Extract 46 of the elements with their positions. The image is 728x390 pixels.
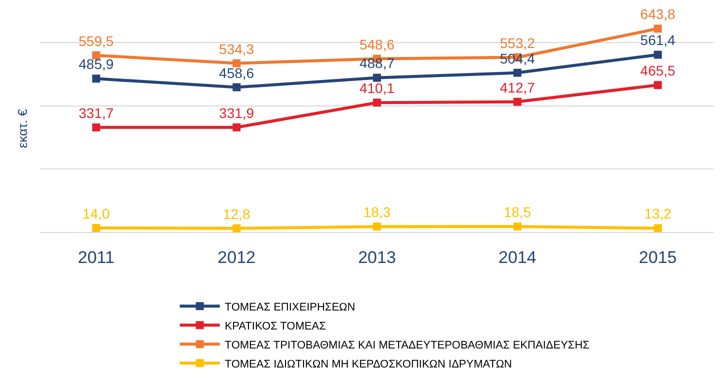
x-tick-label: 2012 bbox=[218, 248, 256, 267]
data-label: 458,6 bbox=[219, 64, 254, 81]
data-label: 561,4 bbox=[640, 32, 676, 48]
legend-label: ΚΡΑΤΙΚΟΣ ΤΟΜΕΑΣ bbox=[224, 320, 326, 332]
data-label: 412,7 bbox=[500, 79, 536, 96]
data-label: 410,1 bbox=[359, 80, 395, 96]
data-label: 534,3 bbox=[219, 40, 254, 57]
data-label: 548,6 bbox=[359, 36, 395, 52]
point bbox=[513, 98, 522, 106]
point bbox=[654, 81, 662, 90]
x-tick-label: 2014 bbox=[498, 248, 536, 267]
point bbox=[513, 222, 522, 231]
point bbox=[513, 68, 522, 77]
x-tick-label: 2015 bbox=[638, 248, 677, 267]
data-label: 559,5 bbox=[78, 32, 114, 49]
data-label: 553,2 bbox=[500, 34, 536, 51]
point bbox=[92, 123, 100, 132]
point bbox=[373, 222, 381, 231]
legend-label: ΤΟΜΕΑΣ ΤΡΙΤΟΒΑΘΜΙΑΣ ΚΑΙ ΜΕΤΑΔΕΥΤΕΡΟΒΑΘΜΙΑΣ ΕΚΠΑΙΔΕΥΣΗΣ bbox=[224, 339, 590, 352]
point bbox=[232, 224, 241, 232]
point bbox=[654, 50, 662, 59]
point bbox=[373, 74, 381, 82]
x-tick-label: 2013 bbox=[358, 248, 396, 267]
data-label: 18,3 bbox=[363, 204, 391, 220]
data-label: 18,5 bbox=[504, 204, 532, 220]
data-label: 14,0 bbox=[82, 205, 110, 222]
legend-label: ΤΟΜΕΑΣ ΙΔΙΩΤΙΚΩΝ ΜΗ ΚΕΡΔΟΣΚΟΠΙΚΩΝ ΙΔΡΥΜΑΤΩΝ bbox=[224, 358, 512, 370]
data-label: 331,7 bbox=[78, 104, 114, 121]
point bbox=[232, 123, 241, 132]
data-label: 465,5 bbox=[640, 62, 676, 79]
data-label: 13,2 bbox=[644, 206, 672, 222]
legend-label: ΤΟΜΕΑΣ ΕΠΙΧΕΙΡΗΣΕΩΝ bbox=[224, 301, 356, 314]
x-tick-label: 2011 bbox=[78, 248, 114, 267]
point bbox=[232, 59, 241, 68]
point bbox=[92, 224, 100, 232]
y-axis-title: εκατ. € bbox=[14, 108, 30, 148]
data-label: 12,8 bbox=[222, 206, 250, 222]
point bbox=[654, 24, 662, 33]
data-label: 331,9 bbox=[219, 104, 254, 121]
point bbox=[92, 51, 100, 60]
point bbox=[92, 74, 100, 83]
data-label: 485,9 bbox=[78, 56, 114, 72]
point bbox=[373, 98, 381, 107]
point bbox=[654, 224, 662, 232]
point bbox=[232, 83, 241, 92]
data-label: 643,8 bbox=[640, 6, 676, 22]
